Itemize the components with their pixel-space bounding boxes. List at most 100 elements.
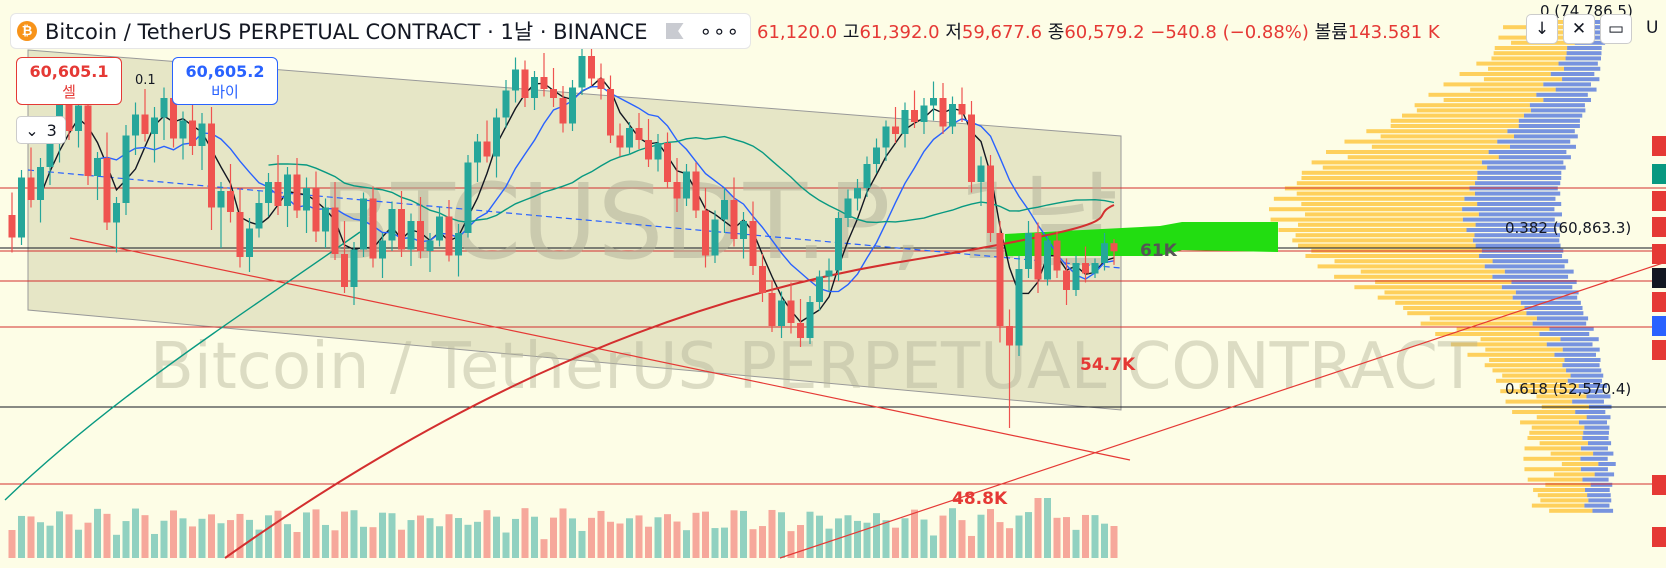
volume-profile-up-bar: [1586, 394, 1611, 399]
lot-size-selector[interactable]: ⌄ 3: [16, 116, 66, 144]
candle-body: [901, 110, 909, 134]
high-key: 고: [842, 22, 860, 43]
price-axis-badge: [1652, 268, 1666, 288]
window-button[interactable]: ▭: [1600, 14, 1632, 44]
volume-profile-up-bar: [1565, 56, 1602, 61]
volume-bar: [1091, 515, 1099, 558]
candle-body: [920, 105, 928, 122]
candle-body: [844, 198, 852, 218]
volume-profile-up-bar: [1478, 212, 1562, 217]
volume-bar: [426, 518, 434, 558]
candle-body: [597, 78, 605, 89]
volume-bar: [1006, 528, 1013, 558]
volume-bar: [27, 516, 35, 558]
sell-label: 셀: [62, 83, 76, 101]
volume-profile-up-bar: [1569, 389, 1603, 394]
volume-profile-down-bar: [1371, 144, 1510, 149]
candle-body: [930, 98, 937, 106]
volume-bar: [901, 518, 909, 558]
volume-profile-down-bar: [1273, 196, 1465, 201]
candle-body: [1101, 243, 1108, 263]
price-axis-badge: [1652, 136, 1666, 156]
volume-profile-up-bar: [1488, 150, 1567, 154]
candle-body: [303, 188, 310, 211]
candle-body: [569, 87, 576, 124]
volume-bar: [968, 535, 975, 558]
volume-bar: [179, 518, 187, 558]
volume-profile-down-bar: [1304, 212, 1479, 217]
candle-body: [160, 98, 168, 118]
candle-body: [1044, 240, 1051, 280]
volume-profile-down-bar: [1377, 295, 1513, 300]
candle-body: [84, 105, 92, 176]
volume-profile-up-bar: [1514, 134, 1578, 139]
volume-profile-down-bar: [1494, 46, 1568, 50]
collapse-button[interactable]: ✕: [1563, 14, 1595, 44]
volume-bar: [559, 508, 567, 558]
volume-profile-down-bar: [1443, 82, 1544, 87]
volume-profile-down-bar: [1531, 425, 1585, 430]
low-key: 저: [945, 22, 962, 43]
volume-profile-down-bar: [1296, 191, 1475, 196]
volume-profile-up-bar: [1509, 144, 1576, 149]
volume-profile-up-bar: [1475, 181, 1561, 186]
more-options-button[interactable]: ∘∘∘: [699, 19, 741, 43]
candle-body: [94, 158, 101, 176]
volume-profile-down-bar: [1311, 160, 1482, 165]
volume-bar: [882, 520, 890, 558]
volume-bar: [1034, 498, 1042, 558]
volume-profile-down-bar: [1407, 311, 1527, 316]
level-61k-label: 61K: [1140, 241, 1178, 261]
volume-profile-up-bar: [1584, 503, 1610, 508]
volume-bar: [65, 514, 73, 558]
flag-icon[interactable]: [665, 23, 684, 39]
volume-profile: [1269, 20, 1616, 513]
volume-profile-down-bar: [1301, 202, 1478, 206]
buy-button[interactable]: 60,605.2 바이: [172, 57, 278, 105]
candle-body: [350, 249, 358, 287]
volume-profile-down-bar: [1524, 467, 1581, 472]
candle-body: [483, 141, 491, 157]
candle-body: [474, 141, 481, 163]
candle-body: [816, 276, 823, 302]
volume-profile-up-bar: [1462, 207, 1555, 212]
volume-bar: [198, 518, 206, 558]
volume-profile-down-bar: [1519, 384, 1579, 388]
symbol-watermark: BTCUSDT.P, 1날 Bitcoin / TetherUS PERPETU…: [150, 161, 1478, 404]
volume-bar: [920, 519, 928, 558]
candle-body: [455, 233, 462, 256]
candle-body: [8, 215, 16, 238]
volume-profile-down-bar: [1375, 280, 1512, 284]
chevron-down-icon: ⌄: [25, 120, 39, 140]
candle-body: [588, 56, 595, 79]
candle-body: [578, 56, 586, 88]
cutoff-label: U: [1646, 18, 1659, 38]
volume-profile-up-bar: [1475, 222, 1561, 227]
sell-button[interactable]: 60,605.1 셀: [16, 57, 122, 105]
candle-body: [939, 98, 947, 127]
arrow-down-button[interactable]: ↓: [1526, 14, 1558, 44]
candle-body: [550, 89, 557, 98]
volume-profile-up-bar: [1477, 202, 1562, 206]
lot-size-value: 3: [46, 120, 57, 140]
volume-profile-up-bar: [1562, 77, 1600, 82]
volume-bar: [749, 529, 757, 558]
volume-bar: [730, 510, 738, 558]
collapse-icon: ✕: [1571, 19, 1587, 39]
volume-profile-down-bar: [1488, 66, 1564, 71]
candle-body: [768, 293, 776, 326]
volume-bar: [293, 531, 301, 558]
candle-body: [835, 218, 842, 271]
volume-bar: [512, 518, 519, 558]
candle-body: [806, 302, 814, 338]
volume-bar: [350, 510, 358, 558]
symbol-header[interactable]: ₿ Bitcoin / TetherUS PERPETUAL CONTRACT …: [10, 13, 752, 49]
candle-body: [445, 216, 453, 256]
volume-profile-down-bar: [1401, 113, 1524, 118]
symbol-title[interactable]: Bitcoin / TetherUS PERPETUAL CONTRACT · …: [45, 20, 648, 44]
volume-bar: [958, 520, 966, 558]
volume-bar: [417, 515, 424, 558]
volume-bar: [208, 514, 215, 558]
